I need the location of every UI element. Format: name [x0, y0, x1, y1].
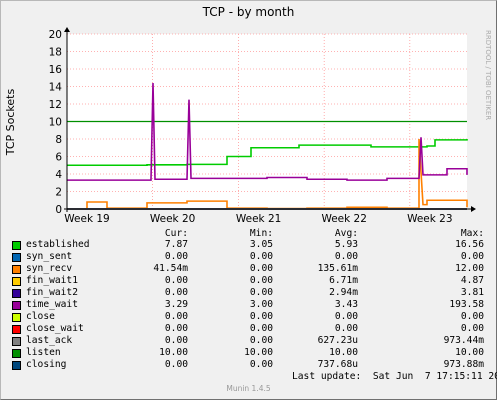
y-tick-label: 16 [49, 64, 63, 76]
series-line-time_wait [67, 82, 468, 181]
watermark: RRDTOOL / TOBI OETIKER [484, 30, 492, 120]
y-tick-label: 0 [55, 204, 62, 216]
y-tick-label: 2 [55, 187, 62, 199]
y-tick-label: 18 [49, 47, 62, 59]
x-ticks: Week 19 Week 20 Week 21 Week 22 Week 23 [64, 213, 452, 225]
y-tick-label: 4 [55, 169, 62, 181]
x-tick-label: Week 22 [321, 213, 366, 225]
y-tick-label: 14 [49, 82, 63, 94]
x-tick-label: Week 23 [407, 213, 452, 225]
y-ticks: 0 2 4 6 8 10 12 14 16 18 20 [49, 29, 63, 216]
y-axis-arrow [64, 27, 70, 32]
y-tick-label: 6 [55, 152, 62, 164]
chart-title: TCP - by month [202, 5, 295, 19]
series-line-established [67, 139, 468, 167]
y-tick-label: 20 [49, 29, 62, 41]
y-tick-label: 8 [55, 134, 62, 146]
x-tick-label: Week 21 [236, 213, 281, 225]
x-tick-label: Week 19 [64, 213, 109, 225]
munin-version: Munin 1.4.5 [226, 384, 271, 393]
y-tick-label: 12 [49, 99, 62, 111]
y-axis-label: TCP Sockets [4, 89, 17, 157]
x-axis-arrow [471, 206, 476, 212]
x-tick-label: Week 20 [150, 213, 195, 225]
y-tick-label: 10 [49, 117, 62, 129]
